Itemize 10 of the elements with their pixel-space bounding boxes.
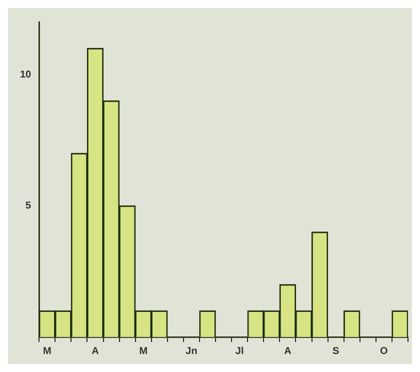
x-tick-label: S [332,346,340,357]
x-tick-label: M [42,346,52,357]
x-tick-label: M [139,346,148,357]
y-tick-label: 10 [20,69,32,80]
x-tick-label: A [92,346,99,357]
x-tick-label: O [380,346,388,357]
x-tick-label: Jl [235,346,244,357]
x-tick-label: Jn [186,346,198,357]
y-tick-label: 5 [26,200,32,212]
x-tick-label: A [284,346,292,357]
